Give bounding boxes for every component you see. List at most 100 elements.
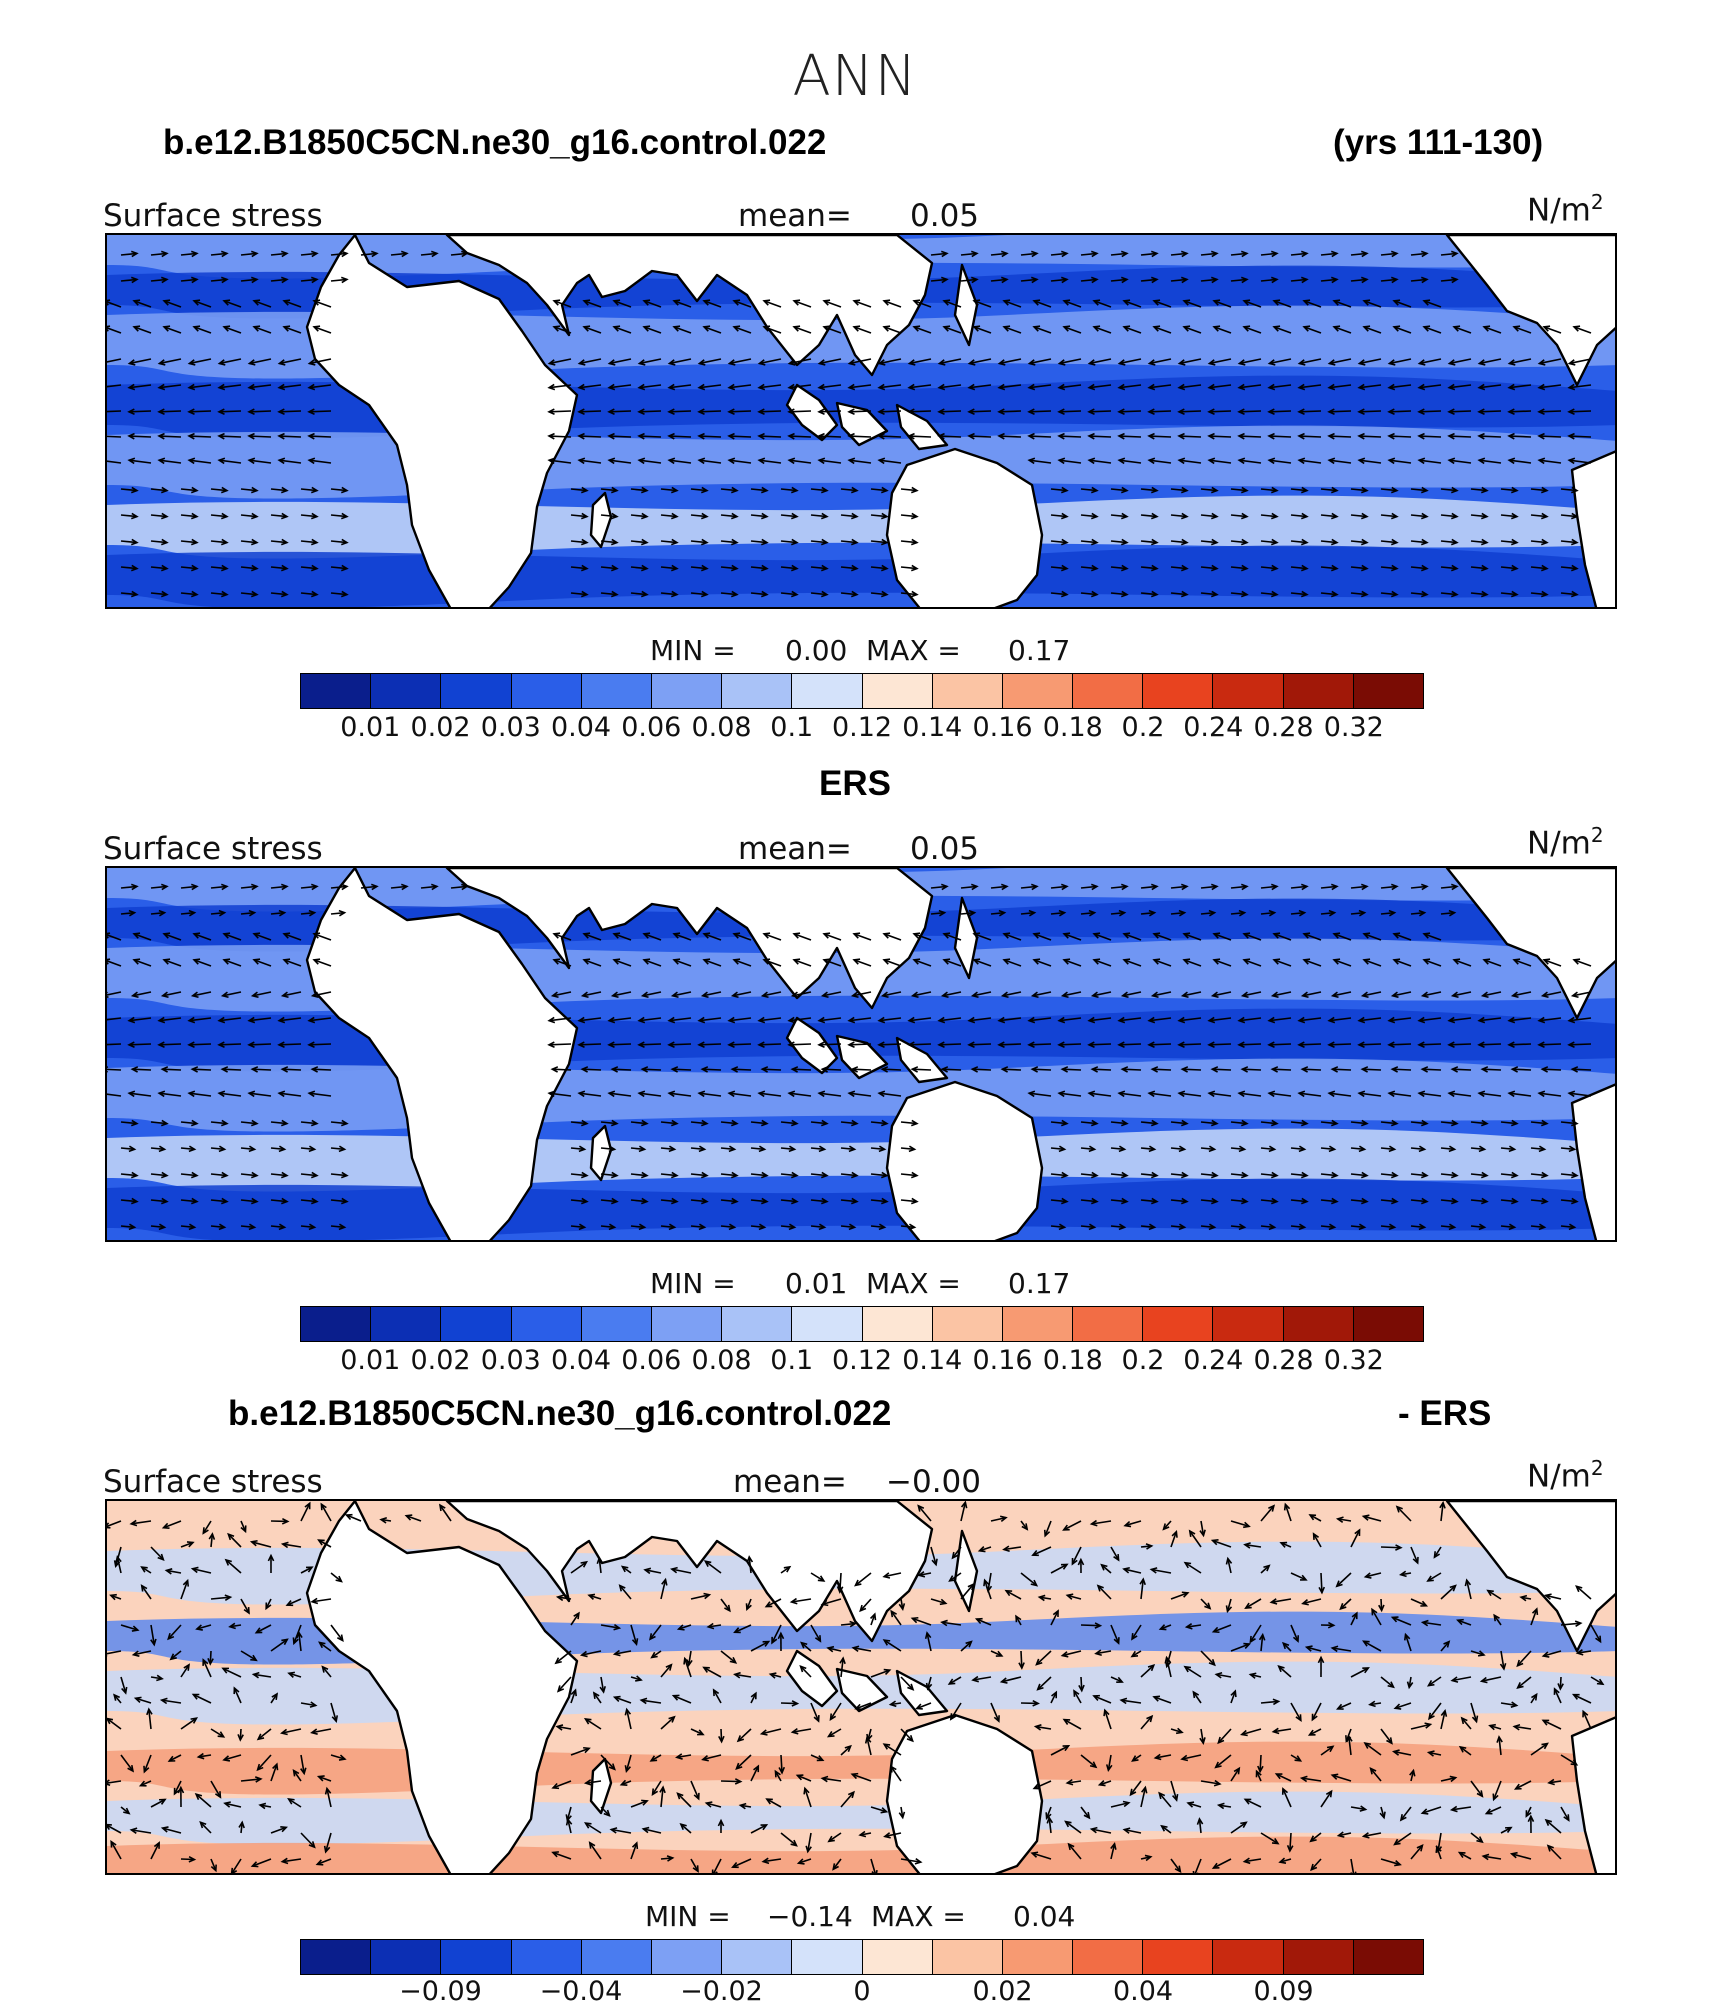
stress-vector-head (1002, 325, 1011, 332)
stress-vector-head (1542, 325, 1551, 332)
stress-vector (630, 592, 647, 596)
stress-vector-head (1117, 383, 1126, 391)
stress-vector (1212, 1539, 1232, 1548)
stress-vector (660, 488, 677, 492)
stress-vector (1590, 1624, 1602, 1643)
stress-vector-head (638, 1223, 647, 1231)
stress-vector (1459, 1746, 1472, 1756)
stress-vector (1213, 1858, 1232, 1869)
stress-vector-head (757, 383, 766, 391)
stress-vector (1273, 300, 1292, 308)
stress-vector-head (107, 325, 111, 332)
stress-vector-head (238, 1820, 245, 1829)
stress-vector-head (608, 1145, 617, 1153)
panel3-min-label: MIN = (645, 1900, 731, 1933)
stress-vector (1080, 1199, 1097, 1203)
stress-vector (270, 540, 287, 544)
stress-vector (320, 1503, 332, 1522)
colorbar-swatch (511, 1940, 582, 1974)
panel2-map-svg (107, 868, 1615, 1240)
stress-vector (107, 1717, 122, 1730)
colorbar-tick-label: 0.1 (770, 712, 814, 743)
stress-vector (1389, 1017, 1412, 1022)
stress-vector-head (318, 1641, 326, 1649)
stress-vector (1153, 326, 1172, 334)
stress-vector-head (282, 932, 291, 939)
stress-vector (279, 459, 302, 464)
stress-vector (1170, 540, 1187, 544)
stress-vector-head (1267, 383, 1276, 391)
stress-vector-head (1541, 1119, 1549, 1127)
stress-vector (1227, 1558, 1232, 1574)
stress-vector (642, 1068, 662, 1071)
stress-vector-head (898, 1811, 906, 1820)
stress-vector (608, 435, 632, 438)
stress-vector-head (217, 408, 225, 415)
stress-vector (223, 1754, 242, 1761)
stress-vector-head (820, 991, 829, 999)
stress-vector (930, 278, 947, 282)
stress-vector (848, 435, 872, 438)
stress-vector (278, 1043, 302, 1046)
stress-vector (793, 959, 812, 967)
stress-vector (330, 252, 347, 256)
stress-vector (219, 1017, 242, 1022)
stress-vector-head (1326, 1745, 1335, 1753)
stress-vector-head (1417, 359, 1426, 366)
stress-vector-head (1057, 1041, 1065, 1048)
stress-vector-head (670, 1066, 679, 1073)
stress-vector (313, 300, 332, 308)
land-mass (445, 868, 934, 1010)
stress-vector (720, 1225, 735, 1229)
stress-vector (240, 1173, 257, 1177)
stress-vector-head (217, 359, 226, 366)
stress-vector (300, 1702, 316, 1707)
stress-vector-head (250, 1861, 259, 1868)
stress-vector (1560, 566, 1577, 570)
stress-vector-head (1271, 590, 1279, 598)
stress-vector-head (1460, 1716, 1468, 1725)
stress-vector-head (1457, 1851, 1466, 1859)
stress-vector (270, 911, 285, 915)
stress-vector (1110, 488, 1127, 492)
stress-vector (720, 1728, 723, 1742)
stress-vector-head (671, 486, 679, 494)
stress-vector-head (1540, 991, 1549, 999)
stress-vector-head (983, 1578, 990, 1587)
stress-vector-head (251, 538, 259, 546)
stress-vector-head (177, 1785, 185, 1794)
stress-vector-head (250, 1654, 258, 1662)
stress-vector-head (307, 1041, 315, 1048)
stress-vector-head (1211, 1862, 1220, 1869)
stress-vector (712, 1858, 722, 1873)
stress-vector-head (1298, 909, 1307, 917)
stress-vector (1410, 514, 1427, 518)
stress-vector (1569, 358, 1592, 365)
stress-vector (1511, 1853, 1532, 1860)
stress-vector (1448, 410, 1472, 413)
stress-vector (1389, 1092, 1412, 1097)
stress-vector (582, 991, 602, 997)
stress-vector-head (341, 250, 349, 258)
stress-vector-head (1420, 1066, 1429, 1073)
stress-vector (309, 384, 332, 389)
stress-vector (1311, 1702, 1322, 1721)
stress-vector-head (1091, 883, 1099, 891)
stress-vector-head (849, 1620, 858, 1628)
stress-vector-head (607, 1041, 615, 1048)
stress-vector (913, 933, 932, 941)
stress-vector (673, 300, 692, 308)
stress-vector-head (547, 1090, 556, 1098)
stress-vector-head (404, 1514, 413, 1521)
stress-vector-head (730, 1066, 739, 1073)
stress-vector-head (341, 486, 349, 494)
stress-vector-head (1422, 325, 1431, 332)
stress-vector-head (1391, 250, 1399, 258)
stress-vector-head (642, 932, 651, 939)
stress-vector-head (852, 932, 861, 939)
stress-vector (1449, 358, 1472, 365)
stress-vector (249, 1092, 272, 1097)
stress-vector (1170, 592, 1187, 596)
stress-vector (1110, 1147, 1125, 1151)
colorbar-tick-label: 0.08 (691, 712, 752, 743)
